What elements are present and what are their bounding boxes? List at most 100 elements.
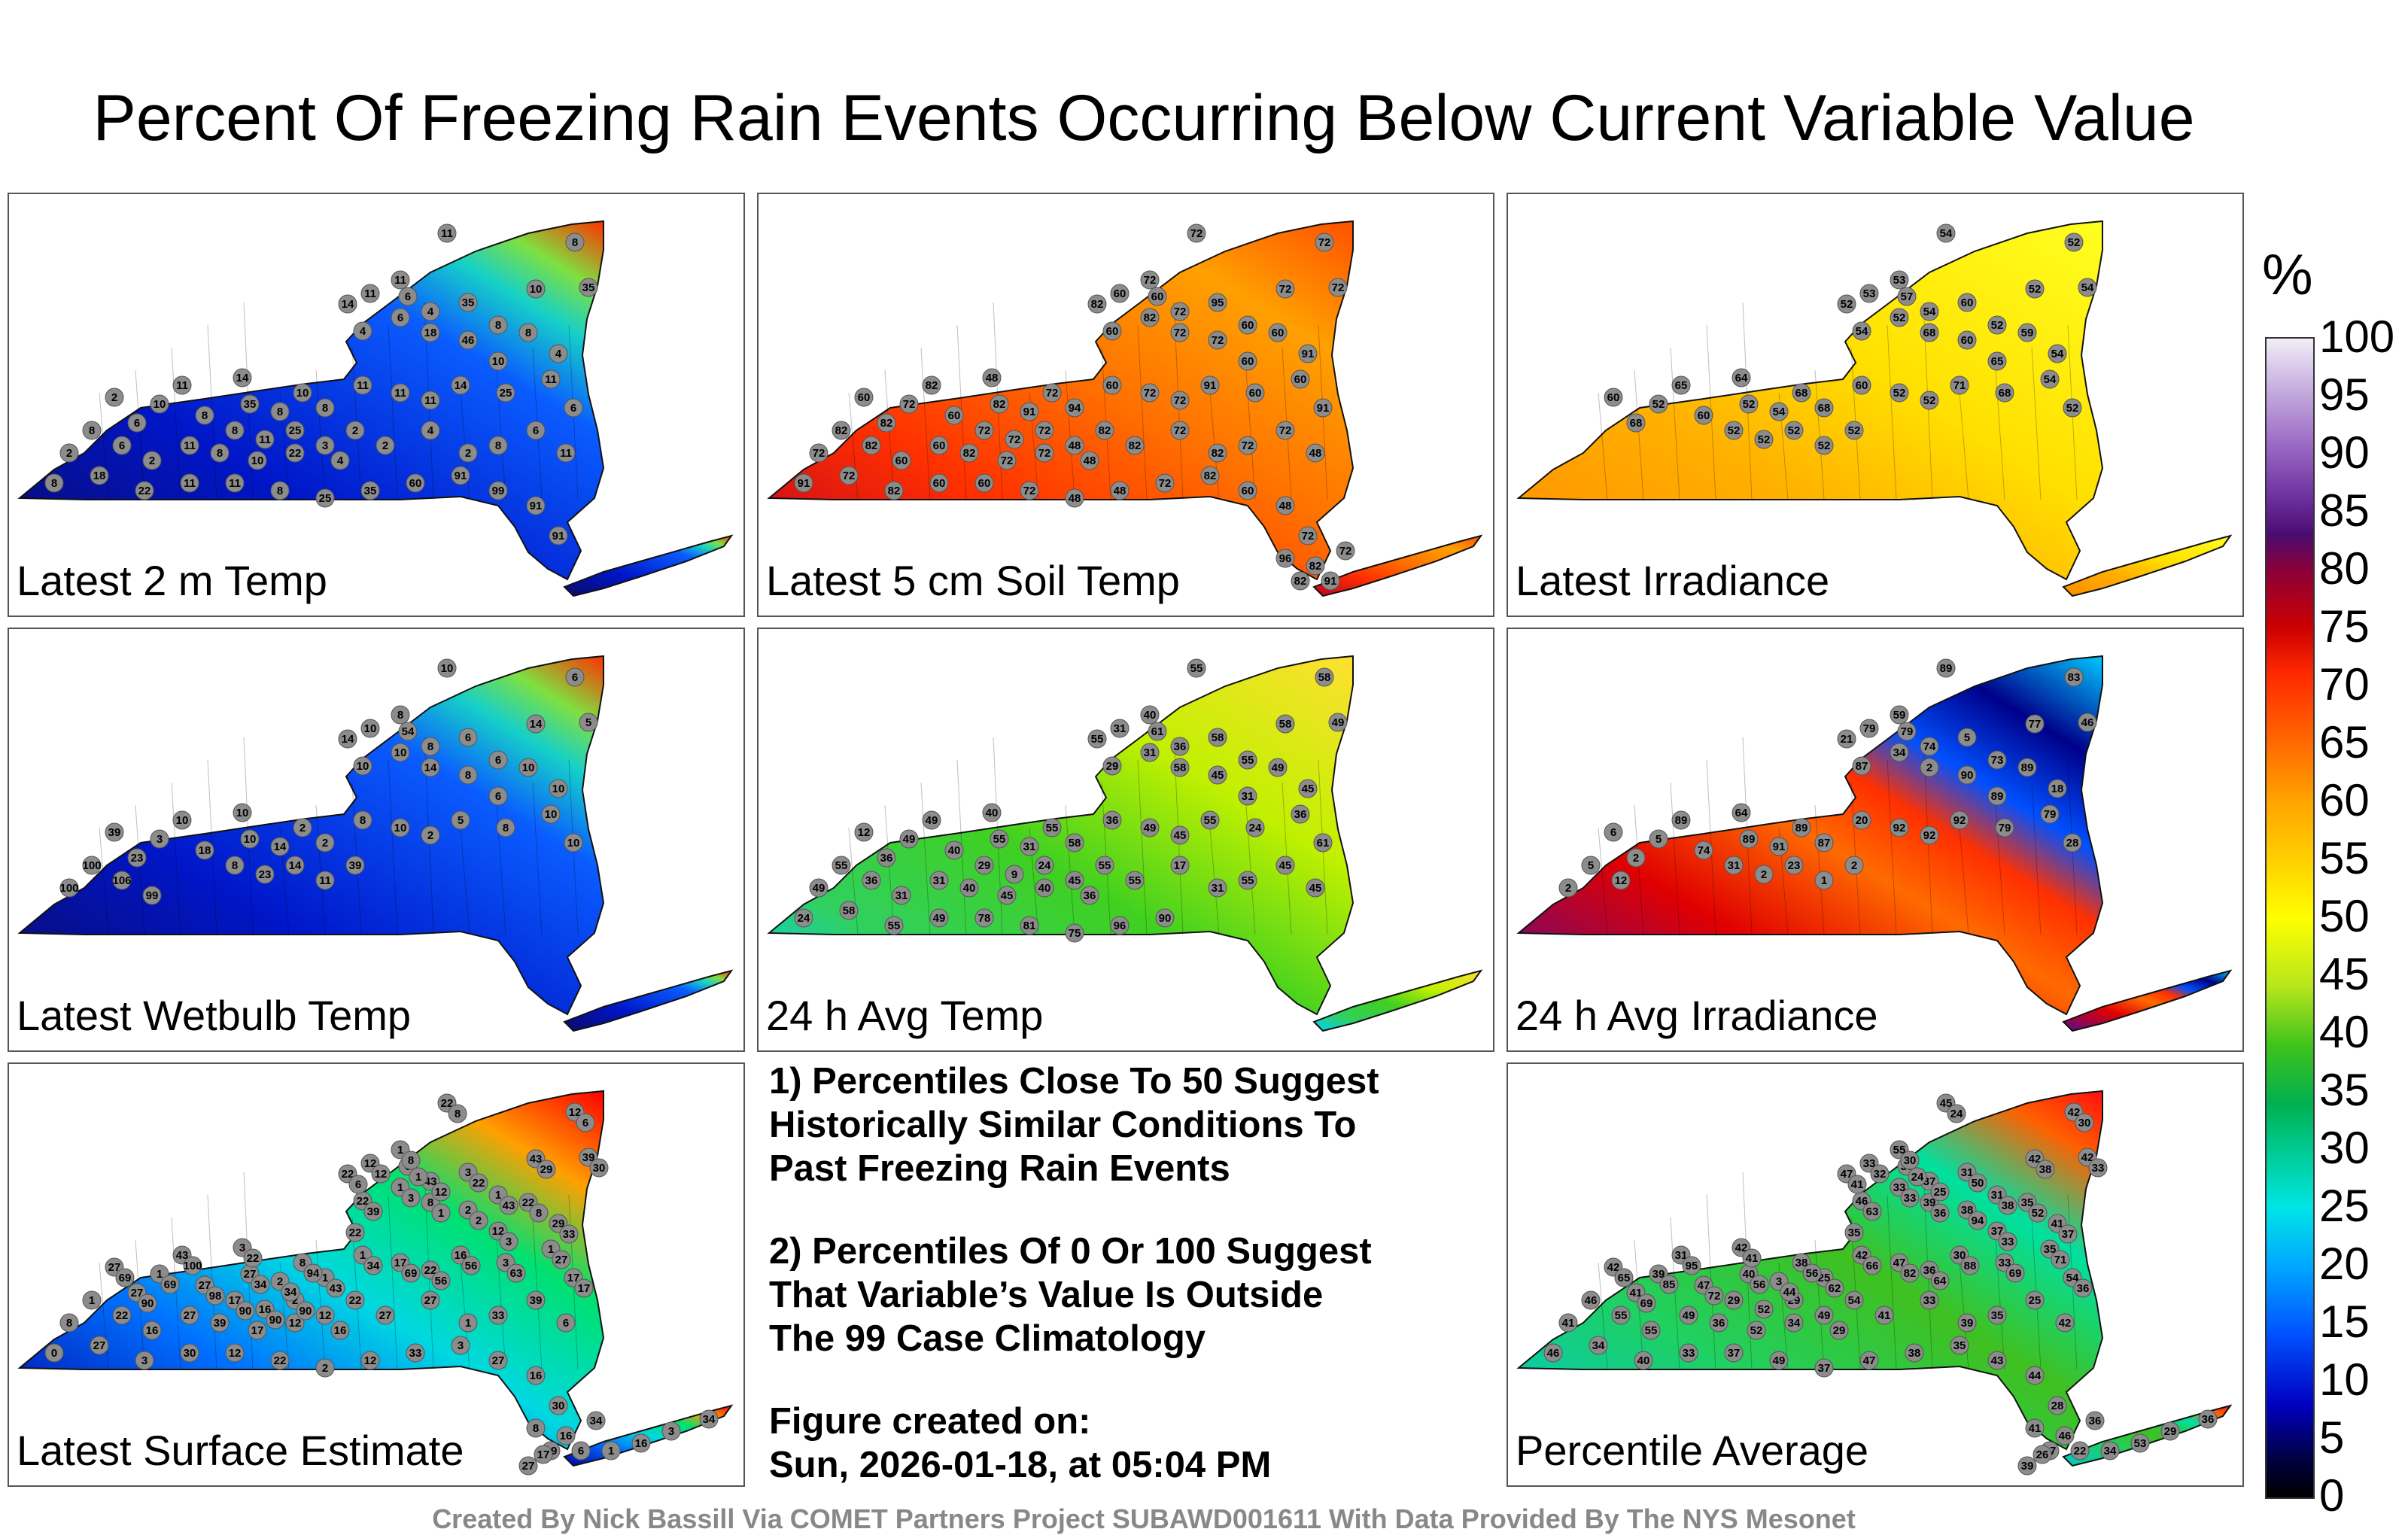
station-marker [2025, 714, 2045, 734]
station-marker [2025, 1418, 2045, 1438]
station-marker [1626, 848, 1646, 868]
station-value: 95 [1686, 1260, 1698, 1272]
station-marker [1847, 1175, 1867, 1194]
station-marker [375, 436, 395, 455]
station-value: 30 [593, 1162, 606, 1175]
station-value: 1 [465, 1317, 471, 1330]
long-island-outline [563, 969, 734, 1032]
station-value: 79 [1901, 725, 1914, 738]
station-value: 68 [1999, 387, 2011, 400]
long-island-outline [1312, 534, 1483, 597]
station-value: 3 [1776, 1275, 1782, 1288]
county-line [388, 759, 398, 935]
station-value: 82 [835, 424, 848, 437]
station-value: 33 [409, 1347, 422, 1360]
station-value: 57 [1901, 290, 1914, 303]
station-marker [371, 1164, 391, 1184]
station-value: 8 [495, 319, 501, 332]
station-value: 72 [1708, 1290, 1721, 1302]
station-value: 82 [963, 447, 976, 460]
station-marker [1275, 496, 1295, 515]
station-value: 48 [1069, 492, 1081, 505]
station-value: 34 [367, 1260, 380, 1272]
state-outline [17, 220, 605, 581]
station-marker [243, 1248, 263, 1268]
station-marker [1611, 871, 1631, 890]
station-marker [1859, 719, 1879, 738]
station-value: 24 [1911, 1171, 1924, 1184]
state-outline [17, 655, 605, 1016]
station-marker [391, 818, 410, 837]
colorbar-tick: 100 [2319, 312, 2395, 362]
station-value: 90 [1159, 912, 1172, 925]
station-value: 17 [394, 1257, 407, 1269]
station-value: 11 [545, 373, 557, 386]
long-island-outline [563, 534, 734, 597]
station-marker [1275, 856, 1295, 875]
station-marker [899, 394, 919, 414]
station-value: 22 [116, 1309, 129, 1322]
station-marker [255, 430, 275, 449]
station-marker [1957, 765, 1977, 785]
station-marker [1930, 1203, 1950, 1223]
station-value: 22 [357, 1195, 369, 1208]
station-marker [518, 758, 538, 777]
station-marker [661, 1421, 681, 1441]
station-value: 82 [1129, 439, 1142, 452]
station-value: 30 [552, 1400, 565, 1412]
station-marker [1890, 383, 1909, 403]
county-line [1959, 392, 1969, 500]
station-value: 72 [1144, 387, 1157, 400]
county-line [848, 392, 859, 500]
station-value: 2 [299, 822, 306, 834]
colorbar-tick: 60 [2319, 775, 2370, 825]
station-value: 79 [1863, 722, 1876, 735]
station-marker [1747, 1321, 1766, 1340]
station-value: 60 [933, 439, 946, 452]
station-marker [832, 856, 851, 875]
station-value: 90 [299, 1305, 312, 1318]
station-marker [1936, 223, 1956, 243]
station-marker [401, 1263, 421, 1283]
station-value: 1 [495, 1189, 501, 1202]
county-line [1814, 1239, 1825, 1370]
station-value: 100 [82, 859, 101, 872]
station-marker [180, 1306, 199, 1325]
station-value: 16 [635, 1437, 648, 1450]
station-marker [2055, 1313, 2075, 1333]
station-marker [496, 383, 515, 403]
station-value: 72 [978, 424, 991, 437]
station-value: 47 [1698, 1279, 1710, 1292]
station-marker [794, 908, 813, 928]
station-value: 39 [1652, 1268, 1665, 1281]
long-island-outline [1312, 969, 1483, 1032]
station-marker [1950, 375, 1969, 395]
station-marker [1200, 466, 1220, 485]
station-marker [959, 443, 979, 463]
station-marker [285, 856, 305, 875]
station-value: 22 [289, 447, 302, 460]
station-marker [398, 722, 418, 741]
county-line [1887, 324, 1897, 500]
station-marker [549, 526, 568, 546]
colorbar-tick: 50 [2319, 891, 2370, 941]
station-marker [574, 1278, 594, 1298]
station-marker [699, 1409, 719, 1429]
station-marker [1724, 856, 1744, 875]
station-marker [315, 871, 335, 890]
station-marker [1852, 321, 1871, 341]
station-marker [537, 1160, 556, 1179]
station-value: 27 [199, 1279, 211, 1292]
station-marker [1170, 856, 1190, 875]
state-outline [767, 220, 1354, 581]
station-marker [1920, 302, 1939, 321]
station-marker [1671, 810, 1691, 830]
station-marker [1170, 825, 1190, 845]
station-value: 82 [1144, 312, 1157, 324]
station-value: 8 [51, 477, 57, 490]
station-value: 6 [134, 417, 140, 430]
station-marker [1671, 375, 1691, 395]
station-marker [1641, 1321, 1661, 1340]
station-value: 64 [1735, 807, 1748, 819]
station-marker [1095, 856, 1114, 875]
